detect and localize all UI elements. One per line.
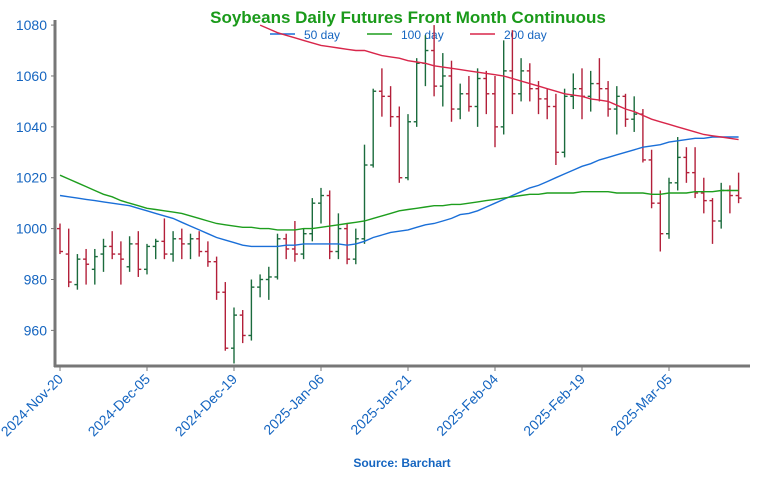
y-tick-label: 1080 <box>16 17 47 33</box>
legend-label: 200 day <box>504 28 547 42</box>
x-tick-label: 2025-Feb-19 <box>520 371 588 439</box>
y-tick-label: 980 <box>24 272 48 288</box>
legend-label: 100 day <box>401 28 444 42</box>
y-tick-label: 960 <box>24 322 48 338</box>
y-tick-label: 1060 <box>16 68 47 84</box>
x-tick-label: 2025-Mar-05 <box>607 371 675 439</box>
legend-label: 50 day <box>304 28 340 42</box>
chart-title: Soybeans Daily Futures Front Month Conti… <box>210 8 606 27</box>
x-tick-label: 2024-Dec-19 <box>172 371 241 440</box>
x-tick-label: 2025-Feb-04 <box>433 371 501 439</box>
y-tick-label: 1020 <box>16 170 47 186</box>
legend: 50 day 100 day 200 day <box>270 28 547 42</box>
moving-average-line <box>59 174 739 231</box>
source: Source: Barchart <box>353 456 450 470</box>
x-tick-label: 2024-Dec-05 <box>85 371 154 440</box>
moving-average-line <box>259 24 739 141</box>
y-tick-label: 1040 <box>16 119 47 135</box>
x-tick-label: 2025-Jan-21 <box>347 371 414 438</box>
y-tick-label: 1000 <box>16 221 47 237</box>
x-tick-label: 2025-Jan-06 <box>260 371 327 438</box>
moving-average-line <box>59 136 739 248</box>
x-tick-label: 2024-Nov-20 <box>0 371 66 440</box>
